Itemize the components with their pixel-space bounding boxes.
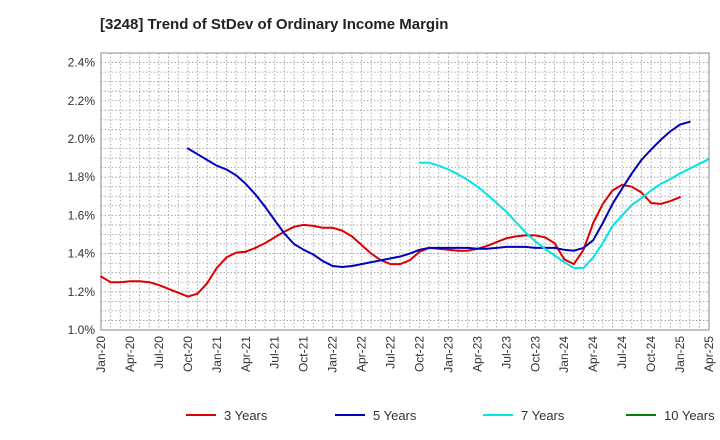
x-tick-label: Apr-21 [239, 336, 253, 372]
x-tick-label: Jan-24 [557, 336, 571, 373]
x-tick-label: Jul-24 [615, 336, 629, 369]
series-line-5-years [186, 120, 691, 268]
x-tick-label: Jan-23 [441, 336, 455, 373]
chart-title: [3248] Trend of StDev of Ordinary Income… [100, 16, 449, 33]
y-tick-label: 2.0% [68, 132, 96, 146]
x-tick-label: Jan-25 [673, 336, 687, 373]
legend-label: 7 Years [521, 408, 565, 423]
x-tick-label: Apr-20 [123, 336, 137, 372]
x-tick-label: Jan-22 [326, 336, 340, 373]
y-tick-label: 2.4% [68, 56, 96, 70]
x-tick-label: Apr-24 [586, 336, 600, 372]
legend-label: 10 Years [664, 408, 715, 423]
series-line-7-years [418, 158, 710, 269]
x-tick-label: Oct-23 [528, 336, 542, 372]
series-line-3-years [100, 183, 681, 298]
x-tick-label: Jul-21 [268, 336, 282, 369]
x-tick-label: Oct-20 [181, 336, 195, 372]
y-tick-label: 1.6% [68, 208, 96, 222]
plot-area [100, 52, 710, 331]
x-tick-label: Jan-20 [94, 336, 108, 373]
legend-label: 3 Years [224, 408, 268, 423]
x-tick-label: Apr-25 [702, 336, 716, 372]
x-tick-label: Oct-24 [644, 336, 658, 372]
x-tick-label: Jul-23 [499, 336, 513, 369]
y-tick-label: 2.2% [68, 94, 96, 108]
x-tick-label: Oct-22 [412, 336, 426, 372]
x-tick-label: Jul-20 [152, 336, 166, 369]
y-tick-label: 1.0% [68, 323, 96, 337]
x-tick-label: Apr-23 [470, 336, 484, 372]
y-tick-label: 1.2% [68, 285, 96, 299]
x-tick-label: Oct-21 [297, 336, 311, 372]
x-tick-label: Jan-21 [210, 336, 224, 373]
x-tick-label: Apr-22 [355, 336, 369, 372]
y-tick-label: 1.8% [68, 170, 96, 184]
legend-label: 5 Years [373, 408, 417, 423]
y-tick-label: 1.4% [68, 247, 96, 261]
x-tick-label: Jul-22 [384, 336, 398, 369]
